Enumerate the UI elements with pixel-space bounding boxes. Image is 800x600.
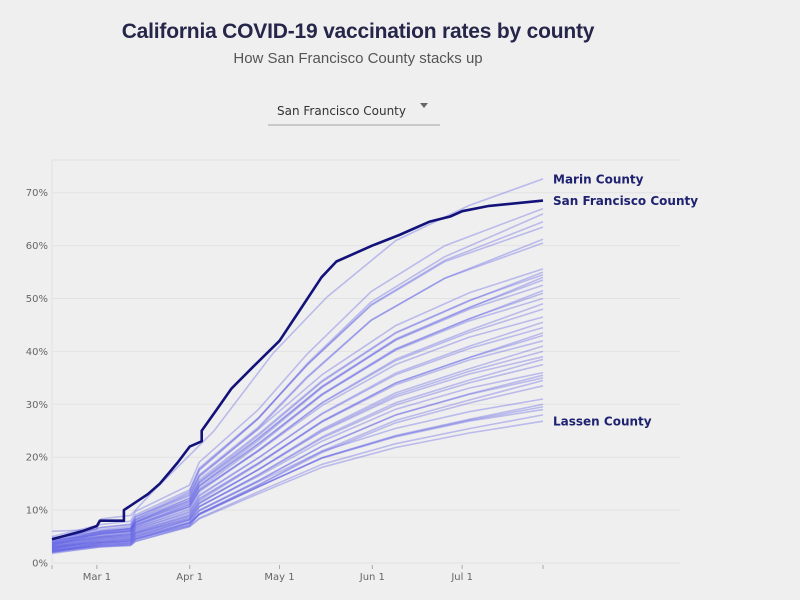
county-select[interactable]: San Francisco County (268, 98, 440, 126)
series-line (51, 289, 544, 545)
series-end-label: Lassen County (553, 415, 652, 429)
series-line (51, 385, 544, 552)
series-line (51, 326, 544, 547)
x-tick-label: May 1 (264, 572, 294, 583)
series-line (51, 321, 544, 547)
highlighted-series-line (51, 199, 544, 541)
series-line (51, 303, 544, 546)
series-line (51, 334, 544, 548)
series-line (51, 403, 544, 553)
y-axis: 0% 10% 20% 30% 40% 50% 60% 70% (26, 188, 48, 569)
series-line (51, 213, 544, 539)
series-line (51, 297, 544, 546)
series-line (51, 226, 544, 541)
series-line (51, 279, 544, 544)
chart-subtitle: How San Francisco County stacks up (233, 50, 483, 67)
chevron-down-icon (420, 103, 428, 108)
series-line (51, 358, 544, 550)
series-line (51, 414, 544, 554)
series-line (51, 268, 544, 543)
series-line (51, 292, 544, 545)
chart-title: California COVID-19 vaccination rates by… (121, 20, 595, 43)
series-line (51, 242, 544, 542)
series-line (51, 377, 544, 552)
series-line (51, 406, 544, 553)
series-line (51, 398, 544, 553)
x-tick-label: Apr 1 (176, 572, 203, 583)
series-line (51, 332, 544, 548)
series-line (51, 284, 544, 545)
series-line (51, 420, 544, 555)
x-tick-label: Mar 1 (83, 572, 111, 583)
series-line (51, 371, 544, 550)
series-line (51, 350, 544, 549)
series-labels: Marin County San Francisco County Lassen C… (553, 172, 698, 428)
series-end-label: San Francisco County (553, 194, 698, 208)
series-line (51, 374, 544, 551)
series-line (51, 207, 544, 538)
y-tick-label: 30% (26, 400, 48, 411)
county-select-value: San Francisco County (277, 104, 406, 118)
series-line (51, 379, 544, 552)
grid (51, 159, 680, 564)
series-lines (51, 178, 544, 555)
series-line (51, 271, 544, 543)
series-line (51, 221, 544, 540)
series-line (51, 238, 544, 542)
y-tick-label: 70% (26, 188, 48, 199)
x-tick-label: Jun 1 (359, 572, 385, 583)
y-tick-label: 60% (26, 241, 48, 252)
y-tick-label: 0% (32, 559, 48, 570)
series-line (51, 276, 544, 544)
y-tick-label: 10% (26, 506, 48, 517)
series-line (51, 178, 544, 533)
series-line (51, 316, 544, 547)
y-tick-label: 50% (26, 294, 48, 305)
series-line (51, 308, 544, 546)
x-tick-label: Jul 1 (450, 572, 473, 583)
y-tick-label: 20% (26, 453, 48, 464)
series-end-label: Marin County (553, 172, 644, 186)
series-line (51, 355, 544, 549)
series-line (51, 273, 544, 544)
series-line (51, 340, 544, 548)
x-axis: Mar 1 Apr 1 May 1 Jun 1 Jul 1 (51, 565, 544, 583)
y-tick-label: 40% (26, 347, 48, 358)
series-line (51, 345, 544, 549)
series-line (51, 408, 544, 554)
series-line (51, 363, 544, 550)
